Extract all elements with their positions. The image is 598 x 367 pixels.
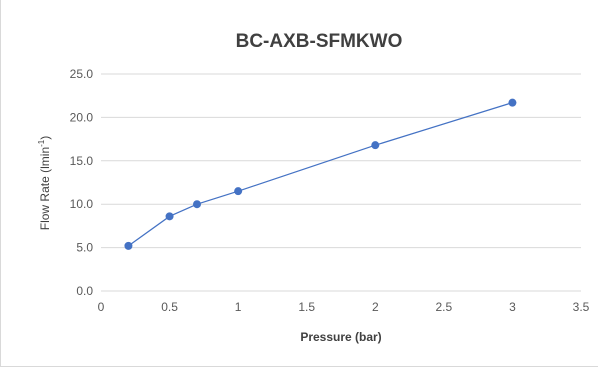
- y-gridlines: [101, 73, 581, 249]
- x-tick-label: 1.5: [298, 300, 315, 314]
- y-axis-title: Flow Rate (lmin-1): [37, 136, 52, 230]
- y-axis-title-base: Flow Rate (lmin: [38, 147, 52, 230]
- series-line: [128, 102, 513, 247]
- y-axis-title-superscript: -1: [37, 139, 46, 147]
- data-point: [371, 141, 380, 150]
- x-axis-title: Pressure (bar): [300, 330, 381, 344]
- x-tick-label: 3: [509, 300, 516, 314]
- y-axis-title-close: ): [38, 136, 52, 140]
- x-tick-label: 2.5: [436, 300, 453, 314]
- y-tick-label: 20.0: [70, 110, 94, 124]
- data-point: [124, 241, 133, 250]
- data-point: [234, 187, 243, 196]
- x-tick-label: 2: [372, 300, 379, 314]
- y-tick-label: 15.0: [70, 154, 94, 168]
- series-group: [124, 98, 517, 250]
- data-point: [165, 212, 174, 221]
- y-tick-label: 0.0: [76, 284, 93, 298]
- data-point: [193, 200, 201, 209]
- y-tick-label: 5.0: [76, 241, 93, 255]
- x-tick-label: 3.5: [573, 300, 590, 314]
- y-tick-labels: 0.0 5.0 10.0 15.0 20.0 25.0: [70, 67, 94, 298]
- y-tick-label: 10.0: [70, 197, 94, 211]
- y-tick-label: 25.0: [70, 67, 94, 81]
- x-tick-label: 1: [235, 300, 242, 314]
- data-point: [508, 98, 517, 107]
- x-tick-labels: 0 0.5 1 1.5 2 2.5 3 3.5: [98, 300, 590, 314]
- x-tick-label: 0.5: [161, 300, 178, 314]
- chart-title: BC-AXB-SFMKWO: [236, 31, 403, 52]
- x-tick-label: 0: [98, 300, 105, 314]
